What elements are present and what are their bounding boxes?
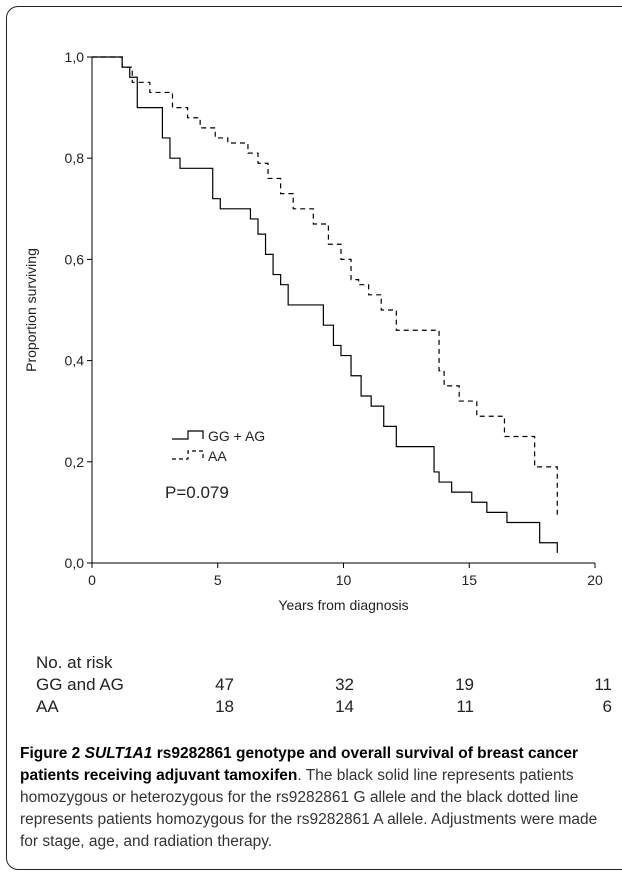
y-tick-label: 0,0	[65, 555, 85, 571]
legend-swatch	[172, 430, 204, 440]
risk-count: 6	[602, 697, 612, 716]
x-tick-label: 10	[336, 572, 352, 588]
risk-count: 11	[594, 675, 612, 694]
y-tick-label: 0,4	[65, 353, 85, 369]
caption-gene: SULT1A1	[84, 745, 153, 762]
figure-caption: Figure 2 SULT1A1 rs9282861 genotype and …	[20, 743, 618, 853]
y-axis-label: Proportion surviving	[23, 248, 39, 372]
chart-marks	[92, 56, 558, 553]
y-tick-label: 1,0	[65, 49, 85, 65]
figure-frame	[6, 6, 622, 870]
risk-count: 47	[215, 675, 234, 694]
caption-title-rest: rs9282861 genotype and overall survival …	[20, 745, 578, 784]
x-axis-label: Years from diagnosis	[278, 597, 408, 613]
y-tick-label: 0,2	[65, 454, 85, 470]
risk-count: 11	[456, 697, 474, 716]
survival-chart: 0,0 0,2 0,4 0,6 0,8 1,0 0 5 10 15 20 Years from dia…	[23, 49, 603, 613]
p-value-annotation: P=0.079	[165, 483, 229, 502]
x-tick-label: 5	[214, 572, 222, 588]
risk-count: 14	[335, 697, 354, 716]
risk-row-label: AA	[36, 697, 59, 716]
risk-count: 18	[215, 697, 234, 716]
risk-row-label: GG and AG	[36, 675, 124, 694]
y-tick-label: 0,6	[65, 251, 85, 267]
x-tick-label: 15	[461, 572, 477, 588]
series-line-gg-ag	[92, 56, 558, 553]
series-line-aa	[92, 56, 558, 518]
y-tick-label: 0,8	[65, 150, 85, 166]
legend-label: GG + AG	[208, 428, 265, 444]
x-tick-label: 20	[587, 572, 603, 588]
legend-label: AA	[208, 448, 227, 464]
risk-count: 32	[335, 675, 354, 694]
risk-table-title: No. at risk	[36, 653, 113, 672]
risk-count: 19	[455, 675, 474, 694]
caption-title: Figure 2 SULT1A1 rs9282861 genotype and …	[20, 745, 578, 784]
x-tick-label: 0	[88, 572, 96, 588]
chart-legend: GG + AG AA P=0.079	[165, 428, 265, 502]
caption-fig-label: Figure 2	[20, 745, 81, 762]
legend-swatch	[172, 450, 204, 460]
caption-body: . The black solid line represents patien…	[20, 767, 598, 850]
chart-axes: 0,0 0,2 0,4 0,6 0,8 1,0 0 5 10 15 20 Years from dia…	[23, 49, 603, 613]
